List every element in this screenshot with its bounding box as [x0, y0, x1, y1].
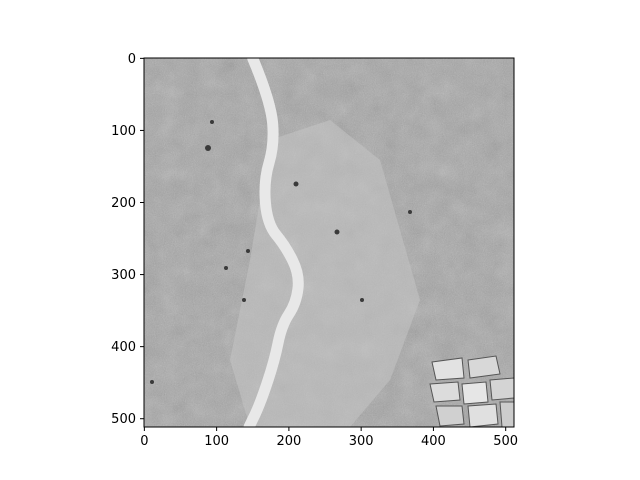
- dark-spot: [205, 145, 211, 151]
- y-tick-label: 200: [111, 196, 136, 211]
- x-axis: 0 100 200 300 400 500: [140, 427, 518, 449]
- dark-spot: [246, 249, 250, 253]
- dark-spot: [293, 181, 299, 187]
- dark-spot: [334, 229, 340, 235]
- x-tick-label: 400: [421, 434, 446, 449]
- y-tick-label: 300: [111, 268, 136, 283]
- field-plot: [467, 355, 501, 379]
- dark-spot: [360, 298, 364, 302]
- y-tick-label: 100: [111, 124, 136, 139]
- axes-border: [143, 57, 515, 428]
- plot-frame: [143, 57, 515, 428]
- x-tick-label: 300: [349, 434, 374, 449]
- field-plot: [435, 405, 465, 427]
- field-plot: [467, 403, 499, 427]
- river: [243, 58, 304, 427]
- dark-spot: [210, 120, 214, 124]
- satellite-image: [144, 58, 514, 427]
- y-tick-label: 500: [111, 412, 136, 427]
- y-tick-label: 0: [128, 52, 136, 67]
- field-plot: [489, 377, 514, 401]
- field-plot: [499, 401, 514, 427]
- x-tick-label: 200: [276, 434, 301, 449]
- dark-spot: [242, 298, 246, 302]
- dark-spot: [150, 380, 154, 384]
- field-plot: [431, 357, 465, 381]
- dark-spot: [408, 210, 412, 214]
- x-tick-label: 500: [493, 434, 518, 449]
- dark-spot: [224, 266, 228, 270]
- field-plot: [429, 381, 461, 403]
- x-tick-label: 0: [140, 434, 148, 449]
- dark-spots: [150, 120, 412, 384]
- y-axis: 0 100 200 300 400 500: [111, 52, 144, 427]
- x-tick-label: 100: [204, 434, 229, 449]
- field-plot: [461, 381, 489, 405]
- field-plots: [429, 355, 514, 427]
- y-tick-label: 400: [111, 340, 136, 355]
